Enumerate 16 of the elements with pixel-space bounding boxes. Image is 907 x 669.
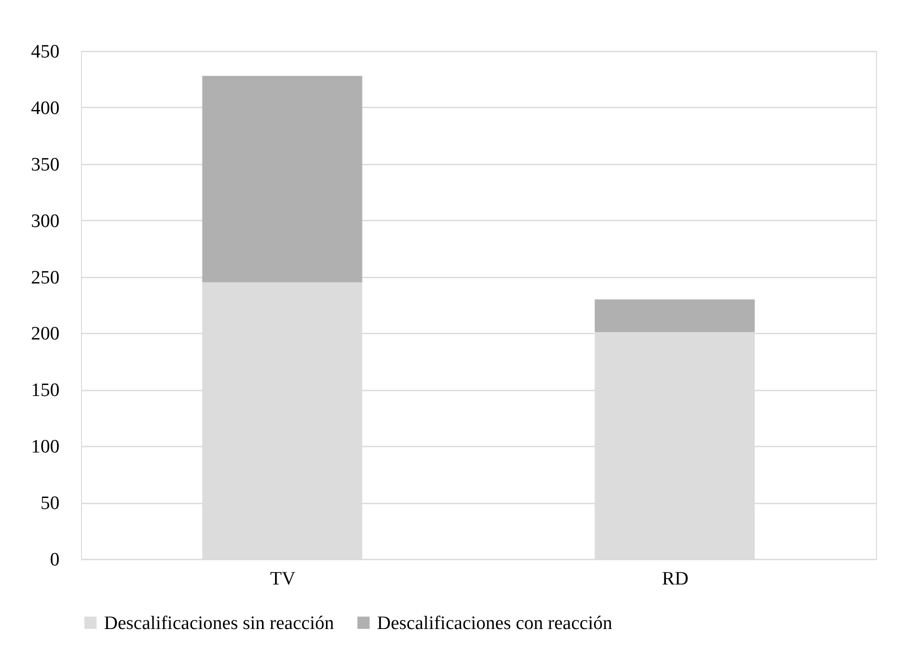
y-tick-label: 0: [50, 550, 60, 570]
legend-label: Descalificaciones sin reacción: [104, 612, 334, 634]
bar: [202, 76, 362, 282]
x-tick-label: TV: [270, 568, 296, 590]
y-tick-label: 350: [31, 154, 60, 176]
y-tick-label: 150: [31, 380, 60, 402]
y-tick-label: 200: [31, 324, 60, 345]
legend-label: Descalificaciones con reacción: [377, 612, 613, 634]
bar: [594, 299, 755, 332]
y-tick-label: 300: [31, 210, 60, 232]
y-tick-label: 100: [31, 436, 60, 458]
y-tick-label: 450: [31, 42, 60, 62]
y-tick-label: 50: [40, 493, 60, 514]
y-tick-label: 250: [31, 267, 60, 288]
x-tick-label: RD: [662, 568, 688, 590]
y-tick-label: 400: [31, 98, 60, 119]
